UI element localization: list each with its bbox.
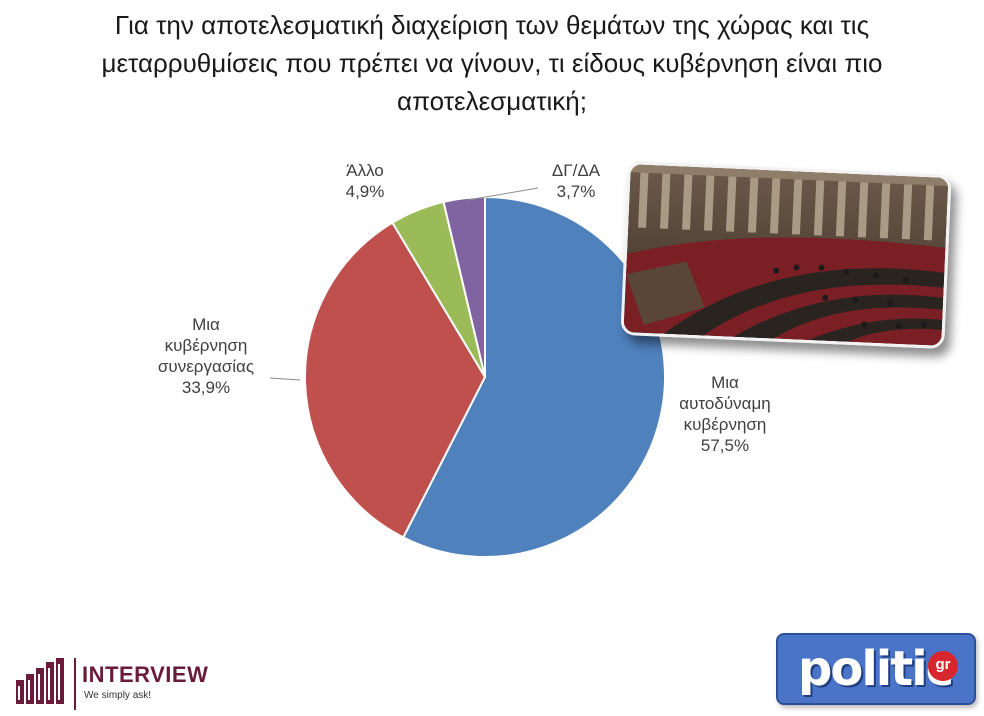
pie-slice-label-2: Άλλο 4,9% bbox=[346, 161, 385, 201]
pie-leader-line-3 bbox=[467, 187, 539, 201]
pie-slice-0 bbox=[401, 195, 666, 558]
politic-logo: politic gr bbox=[776, 633, 976, 705]
chart-title: Για την αποτελεσματική διαχείριση των θε… bbox=[0, 6, 984, 120]
interview-logo-tagline: We simply ask! bbox=[84, 690, 152, 701]
pie-slice-label-1: Μια κυβέρνηση συνεργασίας 33,9% bbox=[158, 315, 254, 397]
interview-logo-icon bbox=[16, 658, 76, 710]
chart-title-line-1: Για την αποτελεσματική διαχείριση των θε… bbox=[114, 10, 870, 40]
politic-logo-suffix: gr bbox=[928, 651, 958, 681]
pie-slice-1 bbox=[304, 221, 487, 539]
interview-logo-name: INTERVIEW bbox=[82, 662, 209, 687]
chart-title-line-3: αποτελεσματική; bbox=[397, 86, 587, 116]
pie-leader-line-1 bbox=[269, 377, 301, 381]
parliament-photo bbox=[620, 161, 952, 349]
pie-slice-label-3: ΔΓ/ΔΑ 3,7% bbox=[552, 161, 601, 201]
chart-title-line-2: μεταρρυθμίσεις που πρέπει να γίνουν, τι … bbox=[101, 48, 883, 78]
pie-slice-label-0: Μια αυτοδύναμη κυβέρνηση 57,5% bbox=[679, 373, 770, 455]
